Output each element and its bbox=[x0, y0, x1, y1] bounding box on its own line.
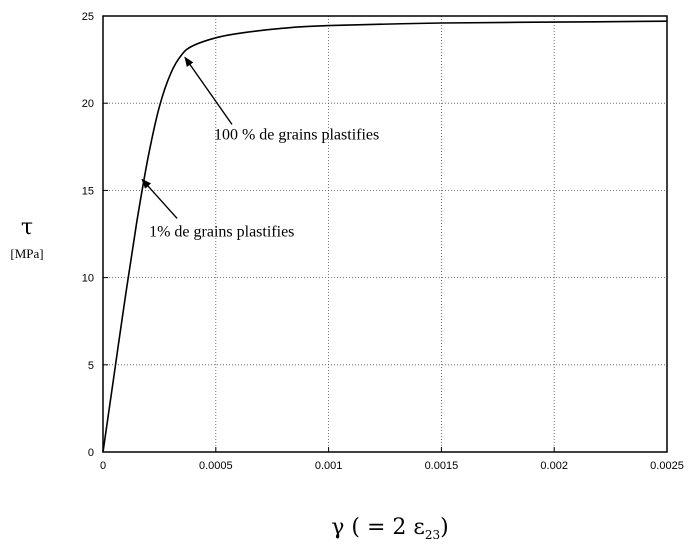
y-axis-label-symbol: τ bbox=[21, 215, 33, 240]
x-axis-label-main: γ ( = 2 ε bbox=[331, 515, 425, 540]
x-tick-label: 0.0015 bbox=[425, 460, 459, 472]
annotation-label: 100 % de grains plastifies bbox=[214, 126, 379, 143]
annotations: 100 % de grains plastifies 1% de grains p… bbox=[141, 56, 379, 240]
grid-lines bbox=[103, 16, 667, 452]
annotation-label: 1% de grains plastifies bbox=[149, 223, 294, 240]
y-tick-label: 0 bbox=[88, 447, 94, 459]
y-tick-label: 20 bbox=[82, 98, 94, 110]
y-tick-label: 10 bbox=[82, 273, 94, 285]
annotation-arrow bbox=[141, 178, 178, 219]
x-tick-label: 0.0025 bbox=[650, 460, 684, 472]
stress-strain-curve bbox=[102, 20, 668, 453]
y-tick-label: 25 bbox=[82, 11, 94, 23]
x-axis-label-subscript: 23 bbox=[425, 528, 440, 542]
y-tick-label: 15 bbox=[82, 185, 94, 197]
y-tick-label: 5 bbox=[88, 360, 94, 372]
x-axis-label-close: ) bbox=[440, 515, 449, 540]
y-axis-label-unit: [MPa] bbox=[10, 246, 43, 261]
x-tick-label: 0.0005 bbox=[199, 460, 233, 472]
annotation-arrow bbox=[184, 56, 233, 125]
x-tick-label: 0.001 bbox=[315, 460, 343, 472]
x-tick-label: 0 bbox=[100, 460, 106, 472]
x-axis-label: γ ( = 2 ε23) bbox=[331, 515, 448, 542]
x-axis-ticks: 0 0.0005 0.001 0.0015 0.002 0.0025 bbox=[100, 447, 684, 472]
x-tick-label: 0.002 bbox=[540, 460, 568, 472]
y-axis-ticks: 0 5 10 15 20 25 bbox=[82, 11, 108, 459]
plot-area-frame bbox=[102, 15, 668, 453]
